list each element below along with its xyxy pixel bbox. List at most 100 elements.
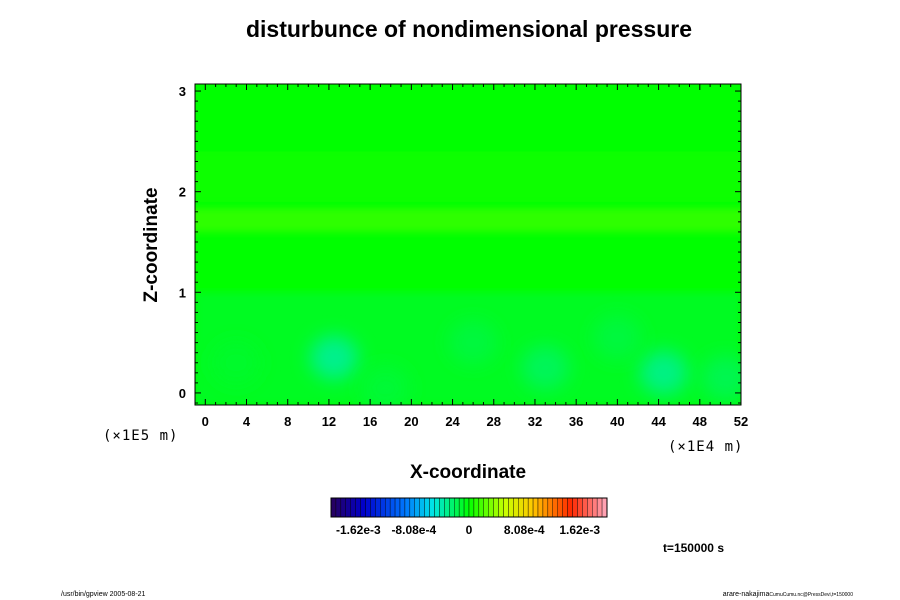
x-tick-label: 4 bbox=[243, 414, 251, 429]
colorbar-cell bbox=[508, 497, 514, 518]
y-tick-label: 0 bbox=[179, 386, 186, 401]
x-tick-label: 44 bbox=[651, 414, 666, 429]
x-tick-label: 12 bbox=[322, 414, 336, 429]
x-tick-label: 32 bbox=[528, 414, 542, 429]
y-axis-label: Z-coordinate bbox=[141, 187, 162, 302]
field-anomaly bbox=[639, 350, 688, 395]
chart-title: disturbunce of nondimensional pressure bbox=[246, 16, 692, 42]
colorbar: -1.62e-3 -8.08e-4 0 8.08e-4 1.62e-3 bbox=[330, 497, 608, 537]
x-tick-label: 0 bbox=[202, 414, 209, 429]
colorbar-cell bbox=[350, 497, 356, 518]
colorbar-tick-label: 8.08e-4 bbox=[504, 523, 545, 537]
colorbar-cell bbox=[399, 497, 406, 518]
plot-frame bbox=[194, 83, 742, 406]
x-tick-label: 28 bbox=[487, 414, 501, 429]
colorbar-cell bbox=[380, 497, 386, 518]
colorbar-cell bbox=[389, 497, 396, 518]
colorbar-cell bbox=[488, 497, 494, 518]
x-ticks: 0 4 8 12 16 20 24 28 32 36 40 44 48 52 bbox=[202, 84, 748, 429]
x-tick-label: 20 bbox=[404, 414, 418, 429]
colorbar-cell bbox=[434, 497, 440, 518]
y-scale-label: (×1E5 m) bbox=[103, 428, 178, 444]
colorbar-cell bbox=[527, 497, 534, 518]
field-anomaly bbox=[701, 355, 741, 400]
colorbar-cell bbox=[483, 497, 489, 518]
colorbar-cell bbox=[567, 497, 573, 518]
colorbar-cell bbox=[498, 497, 504, 518]
colorbar-cell bbox=[587, 497, 593, 518]
x-tick-label: 16 bbox=[363, 414, 377, 429]
colorbar-cell bbox=[601, 497, 608, 518]
colorbar-cell bbox=[557, 497, 563, 518]
colorbar-cell bbox=[414, 497, 420, 518]
colorbar-cell bbox=[562, 497, 568, 518]
colorbar-cell bbox=[537, 497, 544, 518]
colorbar-ticks: -1.62e-3 -8.08e-4 0 8.08e-4 1.62e-3 bbox=[336, 523, 600, 537]
colorbar-cell bbox=[547, 497, 553, 518]
x-axis-label: X-coordinate bbox=[410, 462, 526, 483]
colorbar-cell bbox=[503, 497, 509, 518]
colorbar-cell bbox=[419, 497, 425, 518]
field-layers bbox=[195, 151, 741, 405]
colorbar-cell bbox=[463, 497, 470, 518]
colorbar-cell bbox=[518, 497, 524, 518]
colorbar-cell bbox=[375, 497, 381, 518]
colorbar-tick-label: -8.08e-4 bbox=[391, 523, 436, 537]
field-band bbox=[195, 207, 741, 232]
colorbar-cell bbox=[473, 497, 480, 518]
colorbar-cell bbox=[478, 497, 484, 518]
footer-right-sub: CumuCumu.nc@PressDevi,t=150000 bbox=[769, 592, 853, 598]
colorbar-cell bbox=[468, 497, 475, 518]
field-band bbox=[195, 151, 741, 202]
colorbar-cell bbox=[582, 497, 588, 518]
colorbar-cell bbox=[444, 497, 450, 518]
time-label: t=150000 s bbox=[663, 541, 724, 555]
colorbar-cell bbox=[458, 497, 465, 518]
colorbar-cell bbox=[513, 497, 519, 518]
field-anomaly bbox=[310, 335, 359, 380]
y-ticks: 0 1 2 3 bbox=[179, 84, 741, 404]
footer-right: arare-nakajimaCumuCumu.nc@PressDevi,t=15… bbox=[723, 591, 853, 598]
colorbar-cell bbox=[340, 497, 346, 518]
x-tick-label: 40 bbox=[610, 414, 624, 429]
colorbar-cell bbox=[360, 497, 366, 518]
x-tick-label: 48 bbox=[693, 414, 707, 429]
y-tick-label: 2 bbox=[179, 185, 186, 200]
colorbar-cell bbox=[523, 497, 529, 518]
colorbar-cell bbox=[424, 497, 430, 518]
colorbar-cell bbox=[493, 497, 499, 518]
colorbar-cell bbox=[335, 497, 342, 518]
y-tick-label: 3 bbox=[179, 84, 186, 99]
x-tick-label: 24 bbox=[445, 414, 460, 429]
colorbar-cell bbox=[330, 497, 337, 518]
field-anomaly bbox=[449, 320, 498, 365]
y-tick-label: 1 bbox=[179, 285, 186, 300]
colorbar-cell bbox=[572, 497, 578, 518]
colorbar-cell bbox=[385, 497, 391, 518]
field-anomaly bbox=[521, 345, 570, 390]
colorbar-cell bbox=[370, 497, 376, 518]
colorbar-cell bbox=[439, 497, 445, 518]
footer-right-main: arare-nakajima bbox=[723, 591, 770, 598]
x-scale-label: (×1E4 m) bbox=[668, 439, 743, 455]
field-anomaly bbox=[361, 365, 410, 405]
colorbar-cell bbox=[596, 497, 603, 518]
field-anomaly bbox=[212, 340, 261, 385]
colorbar-cell bbox=[552, 497, 558, 518]
x-tick-label: 36 bbox=[569, 414, 583, 429]
colorbar-tick-label: 0 bbox=[466, 523, 473, 537]
x-tick-label: 8 bbox=[284, 414, 291, 429]
colorbar-cell bbox=[532, 497, 539, 518]
colorbar-tick-label: -1.62e-3 bbox=[336, 523, 381, 537]
footer-left: /usr/bin/gpview 2005-08-21 bbox=[61, 591, 146, 598]
colorbar-tick-label: 1.62e-3 bbox=[559, 523, 600, 537]
x-tick-label: 52 bbox=[734, 414, 748, 429]
colorbar-cell bbox=[429, 497, 435, 518]
field-anomaly bbox=[593, 315, 642, 360]
colorbar-cell bbox=[577, 497, 583, 518]
colorbar-cell bbox=[404, 497, 411, 518]
colorbar-cell bbox=[449, 497, 455, 518]
colorbar-cell bbox=[365, 497, 371, 518]
colorbar-cells bbox=[330, 497, 608, 518]
